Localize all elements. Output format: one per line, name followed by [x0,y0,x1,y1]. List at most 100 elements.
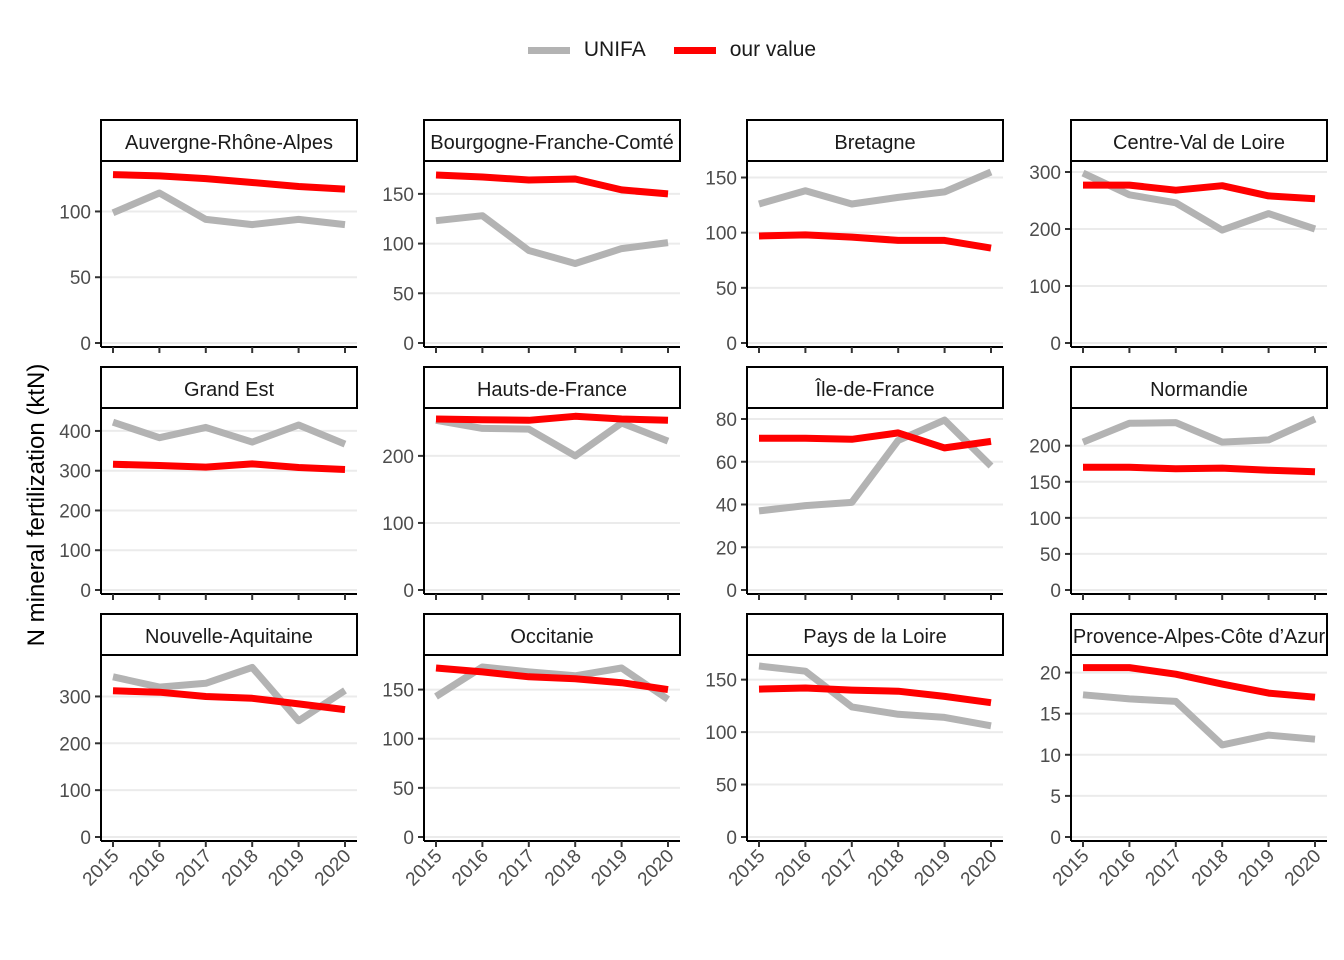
strip-label: Grand Est [184,379,274,401]
legend-label-unifa: UNIFA [583,38,646,61]
strip-label: Hauts-de-France [477,379,627,401]
panel-hauts-de-france: Hauts-de-France 0 100 200 [382,366,681,602]
y-tick-label: 0 [80,581,91,602]
series-line-unifa [435,212,669,267]
strip-box [423,613,681,656]
strip-box [746,613,1004,656]
x-tick-label: 2017 [1142,846,1187,891]
y-tick-label: 0 [403,828,414,849]
x-tick-label: 2015 [1049,846,1094,891]
y-tick-label: 0 [80,334,91,355]
legend-item-unifa: UNIFA [527,38,646,62]
x-tick-label: 2017 [172,846,217,891]
y-tick-label: 50 [393,779,414,800]
y-tick-label: 200 [59,734,91,755]
series-line-our-value [435,171,669,198]
panel-bourgogne-franche-comte: Bourgogne-Franche-Comté 0 50 100 150 [382,119,681,355]
strip-box [100,613,358,656]
y-tick-label: 15 [1040,705,1061,726]
strip-label: Occitanie [510,626,593,648]
y-tick-label: 100 [1029,509,1061,530]
y-tick-label: 80 [716,410,737,431]
x-tick-label: 2018 [541,846,586,891]
x-tick-label: 2016 [1095,846,1140,891]
strip-label: Normandie [1150,379,1248,401]
panel-nouvelle-aquitaine: Nouvelle-Aquitaine 0 100 200 300 2015 2016 2017… [59,613,358,891]
panel-occitanie: Occitanie 0 50 100 150 2015 2016 2017 2018 2019 20… [382,613,681,891]
y-tick-label: 100 [1029,277,1061,298]
strip-box [1070,613,1328,656]
x-tick-label: 2015 [402,846,447,891]
y-tick-label: 50 [70,268,91,289]
x-tick-label: 2019 [1234,846,1279,891]
y-tick-label: 0 [1050,334,1061,355]
x-tick-label: 2018 [864,846,909,891]
y-tick-label: 300 [59,687,91,708]
strip-box [423,119,681,162]
x-tick-label: 2016 [771,846,816,891]
x-tick-label: 2020 [957,846,1002,891]
y-tick-label: 300 [59,462,91,483]
series-line-unifa [758,168,993,208]
y-tick-label: 100 [382,730,414,751]
strip-label: Auvergne-Rhône-Alpes [125,132,333,154]
series-line-our-value [1083,463,1316,476]
series-line-unifa [435,416,670,460]
panel-normandie: Normandie 0 50 100 150 200 [1029,366,1328,602]
y-tick-label: 150 [382,681,414,702]
y-tick-label: 0 [1050,581,1061,602]
x-tick-label: 2017 [818,846,863,891]
series-line-unifa [111,418,347,448]
y-tick-label: 50 [716,776,737,797]
y-tick-label: 100 [382,514,414,535]
legend: UNIFA our value [0,38,1344,62]
series-line-our-value [1083,664,1316,701]
legend-swatch-our-value [673,46,716,54]
x-tick-label: 2020 [634,846,679,891]
series-line-our-value [435,664,669,694]
y-tick-label: 50 [393,284,414,305]
legend-swatch-unifa [527,46,570,54]
x-tick-label: 2015 [725,846,770,891]
x-tick-label: 2018 [1188,846,1233,891]
y-tick-label: 100 [59,781,91,802]
panel-grand-est: Grand Est 0 100 200 300 400 [59,366,358,602]
y-tick-label: 200 [382,447,414,468]
y-tick-label: 0 [726,828,737,849]
strip-label: Bourgogne-Franche-Comté [430,132,673,154]
y-tick-label: 150 [382,185,414,206]
strip-label: Île-de-France [815,378,935,401]
series-line-unifa [758,662,992,730]
legend-item-our-value: our value [673,38,816,62]
strip-label: Bretagne [834,132,915,154]
strip-box [100,366,358,409]
y-tick-label: 100 [705,224,737,245]
y-tick-label: 10 [1040,746,1061,767]
y-tick-label: 100 [382,235,414,256]
y-tick-label: 100 [59,202,91,223]
series-line-our-value [758,231,992,252]
y-tick-label: 300 [1029,163,1061,184]
x-tick-label: 2019 [264,846,309,891]
y-tick-label: 0 [403,334,414,355]
y-tick-label: 150 [705,169,737,190]
x-tick-label: 2017 [495,846,540,891]
series-line-unifa [111,189,346,229]
y-tick-label: 0 [1050,828,1061,849]
series-line-unifa [1081,415,1317,446]
y-tick-label: 50 [1040,545,1061,566]
x-tick-label: 2019 [910,846,955,891]
x-tick-label: 2016 [448,846,493,891]
series-line-our-value [1083,181,1316,203]
y-tick-label: 20 [716,538,737,559]
series-line-our-value [435,412,669,424]
strip-box [746,366,1004,409]
strip-box [746,119,1004,162]
strip-label: Pays de la Loire [803,626,946,648]
strip-box [423,366,681,409]
y-tick-label: 0 [726,581,737,602]
series-line-unifa [758,416,994,515]
panel-bretagne: Bretagne 0 50 100 150 [705,119,1004,355]
